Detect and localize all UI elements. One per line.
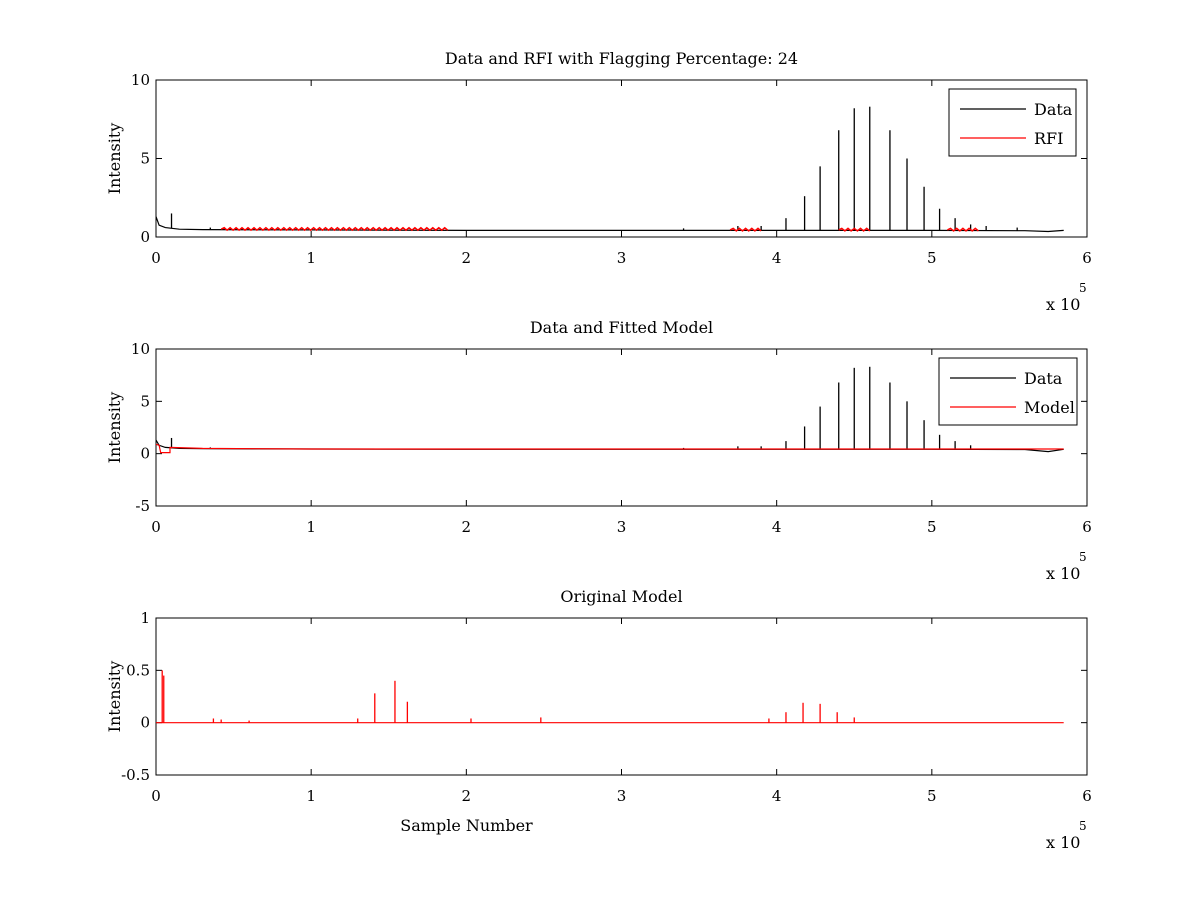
x-tick-label: 1 [306, 787, 316, 805]
x-tick-label: 0 [151, 249, 161, 267]
x-tick-label: 1 [306, 249, 316, 267]
legend-label-data: Data [1034, 100, 1073, 119]
x-tick-label: 6 [1082, 518, 1092, 536]
plot-area [156, 366, 1064, 454]
x-tick-label: 2 [462, 518, 472, 536]
y-tick-label: 0 [140, 445, 150, 463]
x-tick-label: 4 [772, 249, 782, 267]
x-exponent: 5 [1079, 281, 1087, 295]
y-tick-label: -5 [135, 497, 150, 515]
y-tick-label: 0 [140, 228, 150, 246]
x-tick-label: 2 [462, 249, 472, 267]
x-tick-label: 6 [1082, 787, 1092, 805]
x-tick-label: 5 [927, 518, 937, 536]
legend-label-rfi: RFI [1034, 129, 1063, 148]
series-rfi [220, 226, 979, 232]
y-tick-label: 10 [131, 71, 150, 89]
y-tick-label: 5 [140, 150, 150, 168]
chart-title: Data and RFI with Flagging Percentage: 2… [445, 49, 798, 68]
x-multiplier: x 10 [1046, 833, 1080, 852]
x-tick-label: 1 [306, 518, 316, 536]
y-tick-label: 0.5 [126, 661, 150, 679]
legend-box [938, 357, 1078, 426]
x-tick-label: 4 [772, 787, 782, 805]
x-tick-label: 4 [772, 518, 782, 536]
rfi-segment [838, 227, 871, 232]
series-model-line [156, 670, 1064, 724]
y-tick-label: 10 [131, 340, 150, 358]
x-axis-label: Sample Number [400, 816, 533, 835]
legend-box [948, 88, 1077, 157]
chart-title: Data and Fitted Model [530, 318, 713, 337]
y-axis-label: Intensity [105, 123, 124, 195]
x-multiplier: x 10 [1046, 564, 1080, 583]
x-tick-label: 5 [927, 787, 937, 805]
series-data [156, 106, 1064, 233]
rfi-segment [729, 227, 762, 232]
x-tick-label: 0 [151, 787, 161, 805]
y-tick-label: 5 [140, 392, 150, 410]
plot-area [156, 106, 1064, 233]
y-tick-label: 0 [140, 714, 150, 732]
series-line [156, 216, 1064, 233]
axes-box [155, 79, 1088, 238]
rfi-segment [947, 227, 979, 232]
legend-label-data: Data [1024, 369, 1063, 388]
x-tick-label: 3 [617, 249, 627, 267]
series-line [156, 443, 1064, 454]
legend: Data Model [938, 357, 1078, 426]
x-exponent: 5 [1079, 819, 1087, 833]
plot-area [156, 670, 1064, 724]
axes-box [155, 348, 1088, 507]
x-tick-label: 5 [927, 249, 937, 267]
panel-1: Data and RFI with Flagging Percentage: 2… [105, 49, 1092, 314]
chart-title: Original Model [560, 587, 682, 606]
y-tick-label: 1 [140, 609, 150, 627]
rfi-segment [220, 226, 449, 232]
x-tick-label: 3 [617, 518, 627, 536]
x-tick-label: 2 [462, 787, 472, 805]
y-tick-label: -0.5 [121, 766, 150, 784]
legend: Data RFI [948, 88, 1077, 157]
y-axis-label: Intensity [105, 392, 124, 464]
y-axis-label: Intensity [105, 661, 124, 733]
x-tick-label: 0 [151, 518, 161, 536]
series-model [156, 443, 1064, 454]
legend-label-model: Model [1024, 398, 1075, 417]
x-tick-label: 6 [1082, 249, 1092, 267]
x-tick-label: 3 [617, 787, 627, 805]
axes-box [155, 617, 1088, 776]
x-exponent: 5 [1079, 550, 1087, 564]
x-multiplier: x 10 [1046, 295, 1080, 314]
